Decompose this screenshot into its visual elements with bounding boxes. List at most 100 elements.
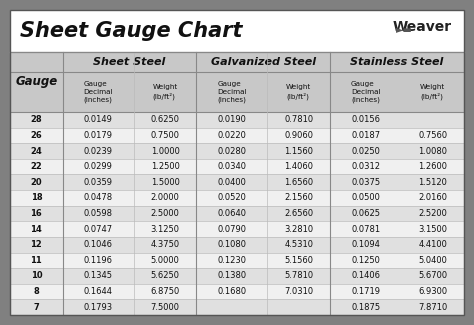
Bar — [10, 284, 464, 299]
Text: 0.1046: 0.1046 — [84, 240, 113, 249]
Bar — [10, 206, 464, 221]
Text: Gauge
Decimal
(inches): Gauge Decimal (inches) — [351, 81, 381, 103]
Text: 0.1080: 0.1080 — [218, 240, 246, 249]
Text: 0.1644: 0.1644 — [84, 287, 113, 296]
Text: 0.1230: 0.1230 — [218, 256, 246, 265]
Text: Gauge
Decimal
(inches): Gauge Decimal (inches) — [83, 81, 113, 103]
Text: 0.0220: 0.0220 — [218, 131, 246, 140]
Text: 5.6250: 5.6250 — [151, 271, 180, 280]
Text: 0.7560: 0.7560 — [418, 131, 447, 140]
Text: 0.1719: 0.1719 — [351, 287, 380, 296]
Text: 28: 28 — [30, 115, 42, 124]
Text: 2.1560: 2.1560 — [284, 193, 313, 202]
Text: 0.0156: 0.0156 — [351, 115, 380, 124]
Text: 1.6560: 1.6560 — [284, 178, 313, 187]
Bar — [10, 221, 464, 237]
Text: 0.1380: 0.1380 — [218, 271, 246, 280]
Bar — [10, 159, 464, 175]
Text: 2.6560: 2.6560 — [284, 209, 313, 218]
Bar — [10, 268, 464, 284]
Text: 0.0598: 0.0598 — [84, 209, 113, 218]
Text: 0.0179: 0.0179 — [84, 131, 113, 140]
Bar — [10, 237, 464, 253]
Text: 10: 10 — [30, 271, 42, 280]
Text: 0.1793: 0.1793 — [83, 303, 113, 312]
Text: 24: 24 — [30, 147, 42, 156]
Text: 1.1560: 1.1560 — [284, 147, 313, 156]
Text: 4.3750: 4.3750 — [150, 240, 180, 249]
Text: 14: 14 — [30, 225, 42, 234]
Text: 5.6700: 5.6700 — [418, 271, 447, 280]
Text: 26: 26 — [30, 131, 42, 140]
Text: 20: 20 — [30, 178, 42, 187]
Text: 0.0299: 0.0299 — [84, 162, 113, 171]
Text: 11: 11 — [30, 256, 42, 265]
Text: 1.0000: 1.0000 — [151, 147, 180, 156]
Bar — [10, 190, 464, 206]
Text: 0.0280: 0.0280 — [218, 147, 246, 156]
Text: Weaver: Weaver — [393, 20, 452, 34]
Text: Sheet Steel: Sheet Steel — [93, 57, 166, 67]
Text: 0.7500: 0.7500 — [151, 131, 180, 140]
Text: 0.7810: 0.7810 — [284, 115, 313, 124]
Text: 0.0149: 0.0149 — [84, 115, 113, 124]
Text: 1.5000: 1.5000 — [151, 178, 180, 187]
Text: Sheet Gauge Chart: Sheet Gauge Chart — [20, 21, 243, 41]
Text: 3.2810: 3.2810 — [284, 225, 313, 234]
Text: 2.5000: 2.5000 — [151, 209, 180, 218]
Bar — [10, 299, 464, 315]
Text: 7.8710: 7.8710 — [418, 303, 447, 312]
Bar — [10, 143, 464, 159]
Text: 0.0190: 0.0190 — [218, 115, 246, 124]
Text: 0.9060: 0.9060 — [284, 131, 313, 140]
Text: 0.0375: 0.0375 — [351, 178, 380, 187]
Text: 7: 7 — [34, 303, 39, 312]
Text: 1.5120: 1.5120 — [418, 178, 447, 187]
Text: 0.0340: 0.0340 — [218, 162, 246, 171]
Text: 0.0500: 0.0500 — [351, 193, 380, 202]
Text: 5.0400: 5.0400 — [418, 256, 447, 265]
Text: 7.5000: 7.5000 — [151, 303, 180, 312]
Text: 2.0000: 2.0000 — [151, 193, 180, 202]
Text: 0.1250: 0.1250 — [351, 256, 380, 265]
Text: 22: 22 — [30, 162, 42, 171]
Text: 0.0239: 0.0239 — [84, 147, 113, 156]
Text: Gauge
Decimal
(inches): Gauge Decimal (inches) — [217, 81, 246, 103]
Text: 1.4060: 1.4060 — [284, 162, 313, 171]
Bar — [10, 253, 464, 268]
Text: 4.5310: 4.5310 — [284, 240, 313, 249]
Text: 0.0478: 0.0478 — [83, 193, 113, 202]
Text: 0.0640: 0.0640 — [218, 209, 246, 218]
Text: 3.1250: 3.1250 — [151, 225, 180, 234]
Text: 7.0310: 7.0310 — [284, 287, 313, 296]
Text: Weight
(lb/ft²): Weight (lb/ft²) — [153, 84, 178, 100]
Text: 5.1560: 5.1560 — [284, 256, 313, 265]
Text: 3.1500: 3.1500 — [418, 225, 447, 234]
Text: 0.0359: 0.0359 — [84, 178, 113, 187]
Text: 4.4100: 4.4100 — [418, 240, 447, 249]
Text: 0.0312: 0.0312 — [351, 162, 380, 171]
Text: 0.6250: 0.6250 — [151, 115, 180, 124]
Text: 6.8750: 6.8750 — [150, 287, 180, 296]
Text: 0.0747: 0.0747 — [83, 225, 113, 234]
Bar — [10, 175, 464, 190]
Text: 2.0160: 2.0160 — [418, 193, 447, 202]
Text: Weight
(lb/ft²): Weight (lb/ft²) — [286, 84, 311, 100]
Text: 6.9300: 6.9300 — [418, 287, 447, 296]
Text: 1.2600: 1.2600 — [418, 162, 447, 171]
Bar — [10, 128, 464, 143]
Text: 0.1196: 0.1196 — [84, 256, 113, 265]
Text: 5.7810: 5.7810 — [284, 271, 313, 280]
Text: 0.0625: 0.0625 — [351, 209, 380, 218]
Text: 0.0400: 0.0400 — [218, 178, 246, 187]
Text: 0.0187: 0.0187 — [351, 131, 380, 140]
Text: 1.2500: 1.2500 — [151, 162, 180, 171]
Text: 0.0250: 0.0250 — [351, 147, 380, 156]
Text: 0.1875: 0.1875 — [351, 303, 380, 312]
Text: ►▬: ►▬ — [396, 24, 413, 34]
Text: 1.0080: 1.0080 — [418, 147, 447, 156]
Text: Gauge: Gauge — [15, 75, 57, 88]
Text: 2.5200: 2.5200 — [418, 209, 447, 218]
Text: 0.0520: 0.0520 — [218, 193, 246, 202]
Text: Weight
(lb/ft²): Weight (lb/ft²) — [420, 84, 445, 100]
